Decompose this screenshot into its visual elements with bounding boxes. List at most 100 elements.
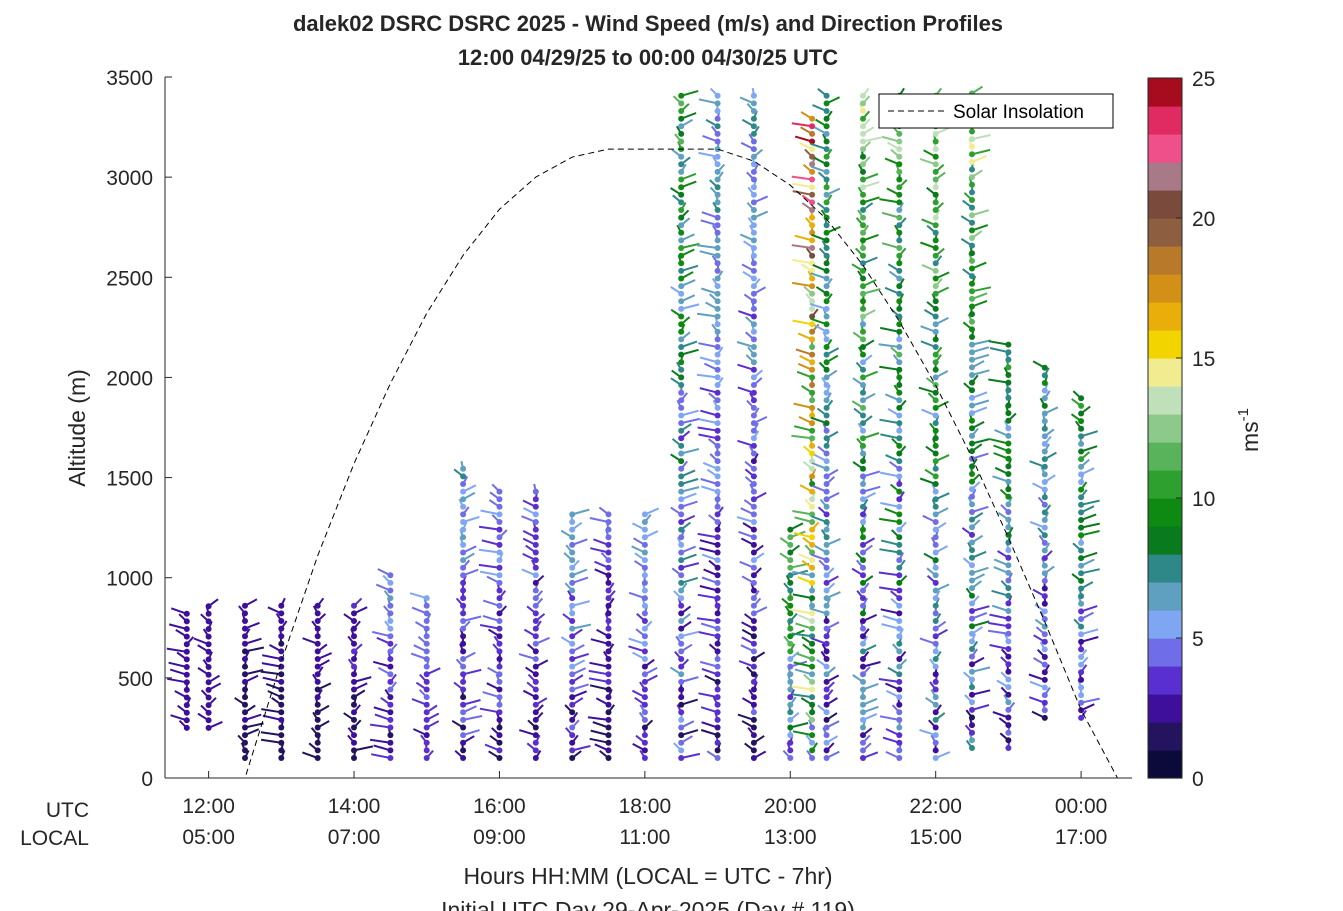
wind-barb-point — [823, 252, 830, 259]
wind-barb-point — [183, 633, 190, 640]
wind-barb-point — [896, 214, 903, 221]
colorbar-segment — [1148, 106, 1182, 135]
wind-barb-point — [932, 191, 939, 198]
wind-barb-point — [242, 747, 248, 754]
wind-barb-point — [860, 610, 866, 617]
wind-barb-point — [860, 503, 866, 510]
wind-barb-point — [860, 671, 866, 678]
wind-barb-point — [860, 572, 866, 579]
wind-barb-point — [896, 389, 903, 396]
y-tick-label: 2000 — [106, 367, 153, 390]
wind-barb-point — [387, 701, 394, 708]
wind-barb-point — [809, 534, 816, 541]
wind-barb-point — [641, 625, 648, 632]
wind-barb — [1080, 530, 1100, 537]
wind-barb-point — [351, 671, 357, 678]
wind-barb-point — [969, 364, 975, 371]
colorbar-exponent: -1 — [1235, 408, 1252, 421]
wind-barb-point — [1005, 455, 1012, 462]
wind-barb-point — [678, 161, 685, 168]
wind-barb-point — [750, 176, 757, 183]
y-axis-label: Altitude (m) — [64, 369, 90, 487]
wind-barb-point — [787, 724, 794, 731]
wind-barb-point — [860, 549, 866, 556]
wind-barb-point — [496, 541, 503, 548]
wind-barb-point — [678, 618, 685, 624]
wind-barb-point — [1041, 707, 1048, 714]
y-tick-label: 2500 — [106, 267, 153, 290]
wind-barb-point — [714, 496, 721, 503]
wind-barb-point — [387, 648, 394, 655]
wind-barb-point — [750, 138, 757, 145]
wind-barb-point — [809, 344, 816, 350]
wind-barb-point — [860, 678, 866, 685]
wind-barb-point — [605, 602, 612, 609]
wind-barb — [792, 593, 813, 600]
wind-barb-point — [714, 747, 721, 754]
wind-barb-point — [351, 618, 357, 624]
wind-barb-point — [714, 442, 721, 449]
colorbar-unit: ms — [1237, 421, 1263, 452]
wind-barb — [791, 632, 813, 638]
wind-barb-point — [809, 442, 816, 449]
wind-barb-point — [750, 321, 757, 328]
wind-barb-point — [678, 671, 685, 678]
wind-barb-point — [532, 716, 539, 723]
colorbar-segment — [1148, 218, 1182, 247]
wind-barb-point — [823, 610, 830, 617]
wind-barb-point — [932, 618, 939, 624]
wind-barb-point — [532, 694, 539, 701]
wind-barb-point — [896, 351, 903, 358]
wind-barb-point — [860, 275, 866, 282]
wind-barb — [680, 303, 700, 310]
wind-barb-point — [532, 519, 539, 525]
wind-barb — [698, 342, 718, 348]
wind-barb-point — [678, 625, 685, 632]
wind-barb-point — [205, 717, 212, 724]
wind-barb-point — [605, 610, 612, 617]
wind-barb-point — [496, 572, 503, 579]
wind-barb-point — [678, 579, 685, 586]
wind-barb-point — [750, 229, 757, 236]
wind-barb-point — [932, 496, 939, 503]
wind-barb-point — [678, 755, 685, 761]
wind-barb-point — [932, 678, 939, 685]
wind-barb-point — [969, 623, 975, 630]
wind-barb-point — [750, 541, 757, 548]
wind-barb-point — [641, 519, 648, 525]
wind-barb-point — [678, 473, 685, 480]
wind-barb-point — [932, 214, 939, 221]
wind-barb-point — [823, 328, 830, 335]
x-tick-label-utc: 18:00 — [619, 795, 672, 818]
wind-barb-point — [932, 716, 939, 723]
wind-barb — [680, 752, 701, 759]
wind-barb-point — [205, 686, 212, 693]
wind-barb-point — [809, 245, 816, 251]
wind-barb-point — [809, 420, 816, 427]
wind-barb-point — [750, 298, 757, 305]
wind-barb-point — [896, 298, 903, 305]
wind-barb-point — [569, 678, 576, 685]
wind-barb-point — [750, 161, 757, 168]
colorbar-segment — [1148, 414, 1182, 443]
wind-barb-point — [532, 564, 539, 571]
wind-barb-point — [750, 374, 757, 381]
wind-barb-point — [242, 663, 248, 670]
wind-barb-point — [278, 686, 285, 693]
wind-barb-point — [969, 516, 975, 523]
wind-barb — [480, 509, 500, 516]
wind-barb-point — [809, 465, 816, 472]
wind-barb-point — [641, 732, 648, 739]
wind-barb-point — [809, 366, 816, 373]
wind-barb-point — [860, 481, 866, 487]
wind-barb-point — [860, 191, 866, 198]
wind-barb-point — [809, 115, 816, 122]
wind-barb-point — [969, 440, 975, 447]
wind-barb-point — [278, 724, 285, 731]
wind-barb-point — [714, 328, 721, 335]
wind-barb-point — [823, 146, 830, 153]
wind-barb-point — [460, 496, 467, 503]
wind-barb-point — [969, 235, 975, 241]
wind-barb — [790, 722, 809, 729]
wind-barb-point — [678, 184, 685, 191]
